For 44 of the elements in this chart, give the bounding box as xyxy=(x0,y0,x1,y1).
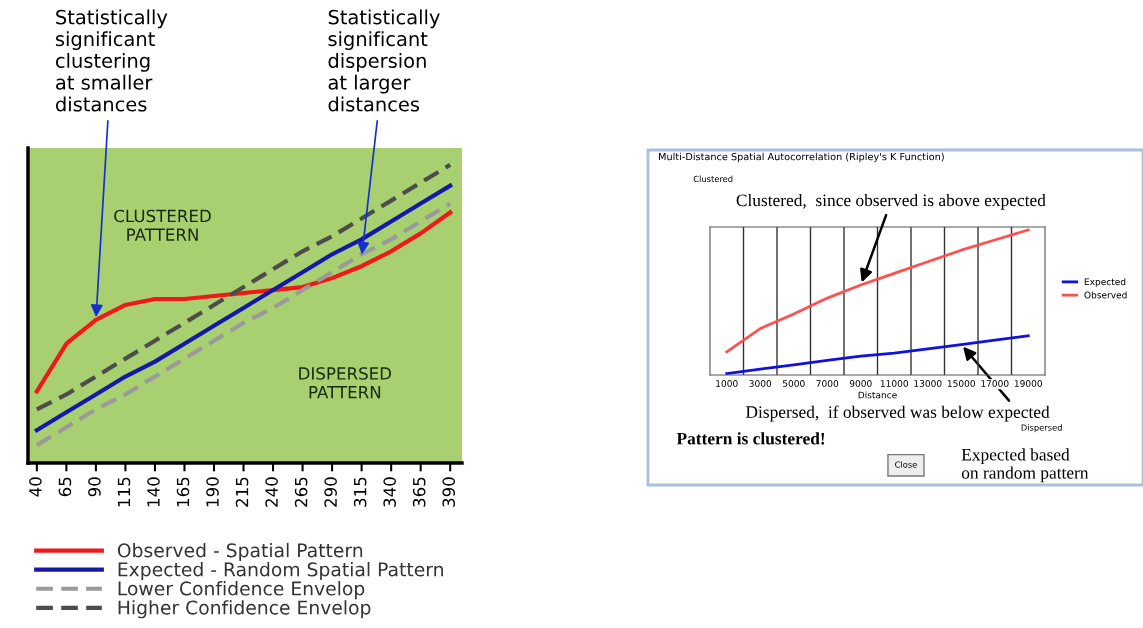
legend-label: Observed xyxy=(1084,291,1127,299)
annotation: Dispersed, if observed was below expected xyxy=(745,405,1050,422)
x-axis-title: Distance xyxy=(858,391,897,399)
x-tick-label: 115 xyxy=(117,477,131,507)
x-tick-label: 17000 xyxy=(981,380,1009,387)
text: Dispersed xyxy=(1021,424,1062,433)
legend-label: Expected xyxy=(1084,278,1126,287)
x-tick-label: 315 xyxy=(353,477,367,507)
text: Clustered xyxy=(693,175,733,183)
text: Close xyxy=(895,461,917,468)
x-tick-label: 13000 xyxy=(914,380,942,387)
annotation: Clustered, since observed is above expected xyxy=(736,193,1046,210)
x-tick-label: 7000 xyxy=(816,380,839,387)
annotation: Statistically significant dispersion at larger distances xyxy=(328,9,440,112)
x-tick-label: 365 xyxy=(412,477,426,507)
annotation: CLUSTERED PATTERN xyxy=(114,209,211,241)
x-tick-label: 40 xyxy=(29,477,42,497)
x-tick-label: 65 xyxy=(58,477,72,497)
x-tick-label: 265 xyxy=(294,477,308,507)
x-tick-label: 1000 xyxy=(716,380,738,387)
legend-label: Higher Confidence Envelop xyxy=(118,600,371,619)
legend-label: Lower Confidence Envelop xyxy=(118,581,365,600)
x-tick-label: 140 xyxy=(147,477,160,507)
x-tick-label: 215 xyxy=(235,477,249,507)
x-tick-label: 3000 xyxy=(749,380,772,387)
x-tick-label: 15000 xyxy=(947,380,976,387)
annotation: Statistically significant clustering at smaller distances xyxy=(55,9,168,112)
x-tick-label: 240 xyxy=(265,477,278,507)
x-tick-label: 11000 xyxy=(880,380,909,387)
x-tick-label: 19000 xyxy=(1014,380,1043,387)
text: Expected based on random pattern xyxy=(961,448,1089,483)
x-tick-label: 5000 xyxy=(782,380,805,387)
x-tick-label: 290 xyxy=(324,477,337,507)
x-tick-label: 165 xyxy=(176,477,190,507)
legend-label: Observed - Spatial Pattern xyxy=(117,542,363,562)
annotation: DISPERSED PATTERN xyxy=(299,367,392,399)
text: Pattern is clustered! xyxy=(676,432,825,445)
x-tick-label: 340 xyxy=(383,477,396,507)
x-tick-label: 9000 xyxy=(849,380,872,387)
legend-label: Expected - Random Spatial Pattern xyxy=(118,561,443,581)
chart-title: Multi-Distance Spatial Autocorrelation (Ripley's K Function) xyxy=(659,152,944,163)
x-tick-label: 190 xyxy=(206,477,219,507)
x-tick-label: 390 xyxy=(442,477,456,507)
x-tick-label: 90 xyxy=(88,477,101,497)
